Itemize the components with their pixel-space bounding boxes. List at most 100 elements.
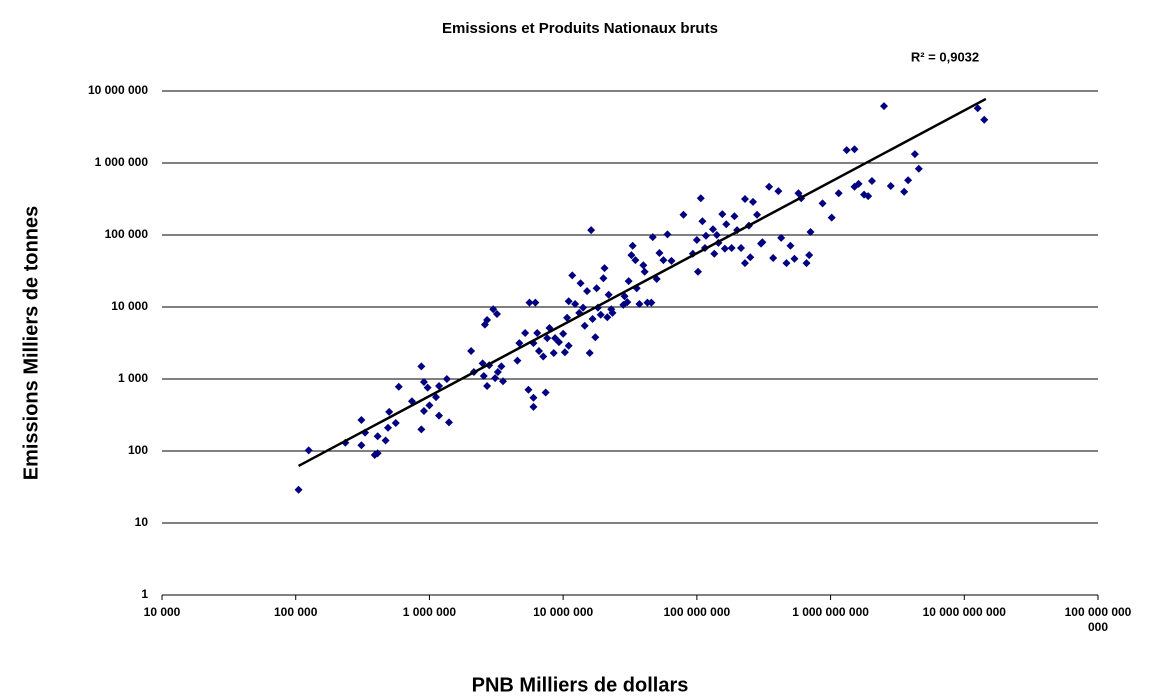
point xyxy=(708,225,717,234)
point xyxy=(591,333,600,342)
point xyxy=(579,303,588,312)
point xyxy=(667,256,676,265)
point xyxy=(696,194,705,203)
point xyxy=(483,381,492,390)
x-axis-label: PNB Milliers de dollars xyxy=(472,674,689,696)
point xyxy=(585,348,594,357)
point xyxy=(373,449,382,458)
point xyxy=(628,241,637,250)
x-tick-label: 10 000 xyxy=(143,605,181,619)
point xyxy=(391,418,400,427)
point xyxy=(419,406,428,415)
point xyxy=(600,264,609,273)
point xyxy=(535,346,544,355)
point xyxy=(493,368,502,377)
point xyxy=(576,279,585,288)
point xyxy=(769,254,778,263)
point xyxy=(904,176,913,185)
point xyxy=(746,253,755,262)
point xyxy=(694,267,703,276)
point xyxy=(521,329,530,338)
point xyxy=(444,418,453,427)
point xyxy=(842,146,851,155)
point xyxy=(608,308,617,317)
point xyxy=(786,241,795,250)
y-tick-label: 100 000 xyxy=(105,227,149,241)
point xyxy=(740,195,749,204)
point xyxy=(497,362,506,371)
r-squared: R² = 0,9032 xyxy=(911,49,979,64)
point xyxy=(568,271,577,280)
point xyxy=(777,233,786,242)
point xyxy=(730,212,739,221)
point xyxy=(588,315,597,324)
point xyxy=(419,377,428,386)
point xyxy=(357,415,366,424)
point xyxy=(381,436,390,445)
point xyxy=(659,256,668,265)
point xyxy=(525,298,534,307)
point xyxy=(655,249,664,258)
point xyxy=(529,402,538,411)
point xyxy=(701,231,710,240)
point xyxy=(806,228,815,237)
point xyxy=(910,150,919,159)
point xyxy=(423,383,432,392)
point xyxy=(531,298,540,307)
point xyxy=(864,192,873,201)
y-axis-label: Emissions Milliers de tonnes xyxy=(20,206,42,481)
point xyxy=(692,236,701,245)
point xyxy=(850,145,859,154)
point xyxy=(737,243,746,252)
trendline xyxy=(297,97,987,468)
point xyxy=(385,407,394,416)
point xyxy=(580,321,589,330)
point xyxy=(483,315,492,324)
point xyxy=(900,187,909,196)
point xyxy=(624,277,633,286)
x-tick-label: 1 000 000 xyxy=(402,605,457,619)
point xyxy=(489,305,498,314)
point xyxy=(973,104,982,113)
point xyxy=(698,217,707,226)
y-tick-label: 10 000 xyxy=(111,299,148,313)
point xyxy=(554,338,563,347)
point xyxy=(515,339,524,348)
point xyxy=(880,102,889,111)
y-tick-label: 10 000 000 xyxy=(88,83,148,97)
point xyxy=(647,298,656,307)
point xyxy=(722,220,731,229)
point xyxy=(782,259,791,268)
point xyxy=(492,309,501,318)
point xyxy=(564,297,573,306)
y-tick-label: 1 xyxy=(141,587,148,601)
point xyxy=(564,341,573,350)
point xyxy=(749,197,758,206)
y-tick-label: 1 000 xyxy=(118,371,148,385)
point xyxy=(648,233,657,242)
point xyxy=(631,256,640,265)
y-tick-label: 100 xyxy=(128,443,148,457)
point xyxy=(417,362,426,371)
point xyxy=(720,244,729,253)
x-tick-label: 100 000 000 000 xyxy=(1064,605,1132,634)
point xyxy=(827,213,836,222)
point xyxy=(587,226,596,235)
point xyxy=(805,251,814,260)
point xyxy=(543,334,552,343)
x-tick-label: 10 000 000 xyxy=(533,605,594,619)
point xyxy=(740,259,749,268)
point xyxy=(571,300,580,309)
point xyxy=(854,179,863,188)
x-tick-label: 1 000 000 000 xyxy=(792,605,869,619)
point xyxy=(541,388,550,397)
y-tick-label: 10 xyxy=(135,515,149,529)
point xyxy=(604,290,613,299)
point xyxy=(712,231,721,239)
point xyxy=(790,254,799,263)
point xyxy=(479,372,488,381)
point xyxy=(774,187,783,196)
point xyxy=(710,249,719,258)
